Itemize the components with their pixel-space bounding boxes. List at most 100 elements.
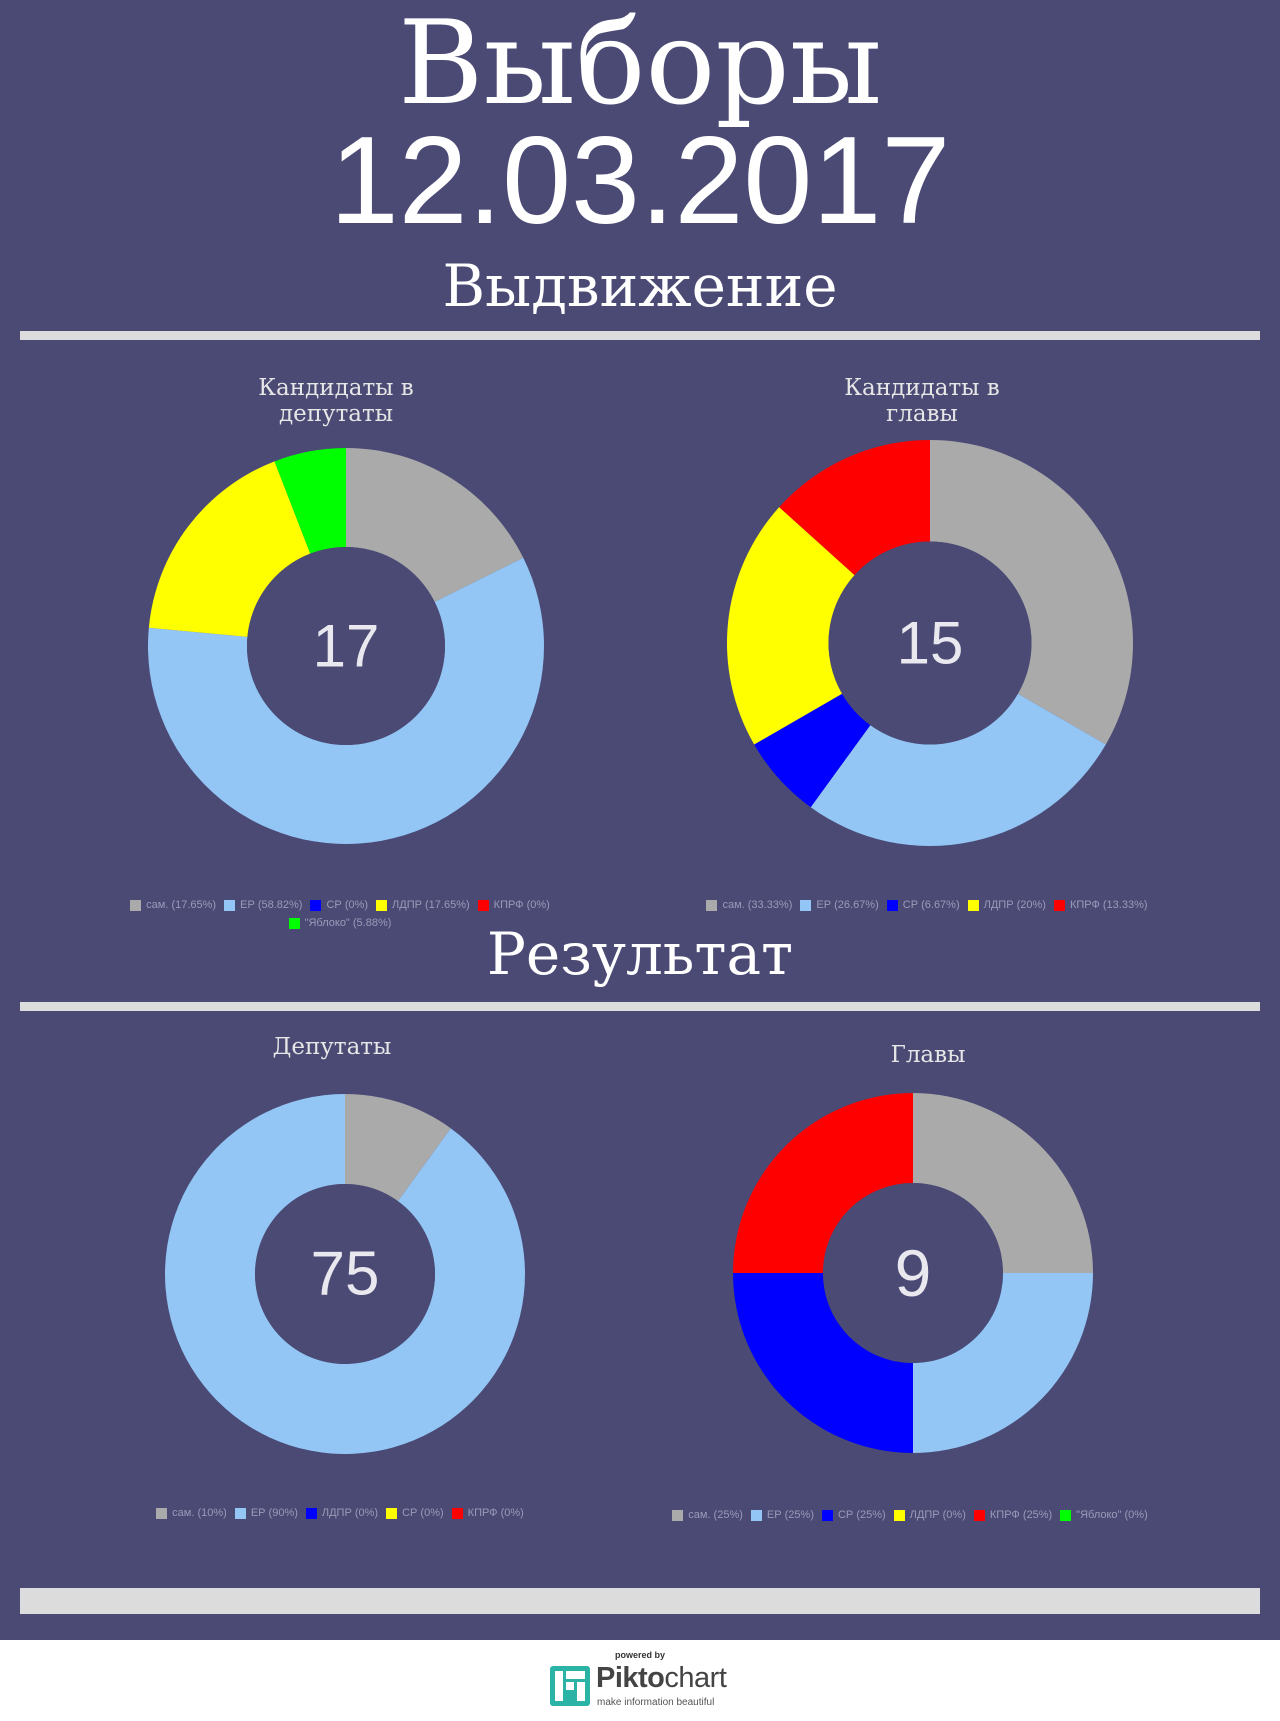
donut-slice[interactable]	[727, 507, 855, 745]
donut-hole	[247, 547, 445, 745]
legend-swatch	[234, 1507, 246, 1519]
donut-slice[interactable]	[148, 461, 311, 637]
donut-slice[interactable]	[733, 1273, 913, 1453]
donut-slice[interactable]	[754, 693, 871, 808]
legend-swatch	[156, 1507, 168, 1519]
donut-slice[interactable]	[345, 1094, 451, 1202]
section-title-nomination: Выдвижение	[442, 252, 838, 320]
legend-swatch	[1053, 899, 1065, 911]
legend-label: ЛДПР (0%)	[321, 1507, 379, 1519]
legend-heads: сам. (25%) ЕР (25%) СР (25%) ЛДПР (0%) КПРФ …	[640, 1509, 1180, 1527]
legend-item[interactable]: КПРФ (25%)	[973, 1509, 1053, 1521]
legend-item[interactable]: сам. (33.33%)	[706, 899, 792, 911]
legend-item[interactable]: ЛДПР (20%)	[967, 899, 1046, 911]
legend-item[interactable]: СР (25%)	[821, 1509, 886, 1521]
legend-item[interactable]: КПРФ (0%)	[477, 899, 550, 911]
chart-title-candidates-heads: Кандидаты в главы	[742, 375, 1102, 428]
donut-slice[interactable]	[779, 440, 930, 576]
brand-bold: Pikto	[596, 1662, 665, 1694]
legend-item[interactable]: СР (6.67%)	[886, 899, 960, 911]
donut-center-count: 15	[897, 610, 964, 677]
legend-label: ЕР (58.82%)	[240, 899, 303, 911]
legend-label: сам. (33.33%)	[722, 899, 793, 911]
powered-by-label: powered by	[614, 1650, 665, 1660]
legend-label: "Яблоко" (5.88%)	[304, 917, 392, 929]
legend-item[interactable]: сам. (10%)	[156, 1507, 227, 1519]
brand-light: chart	[664, 1662, 727, 1694]
chart-title-line: Главы	[890, 1042, 966, 1068]
donut-slice[interactable]	[164, 1094, 525, 1454]
election-date: 12.03.2017	[329, 112, 951, 250]
divider-result	[20, 1002, 1260, 1011]
legend-candidates-heads: сам. (33.33%) ЕР (26.67%) СР (6.67%) ЛДПР (…	[672, 899, 1182, 917]
legend-item[interactable]: ЕР (25%)	[750, 1509, 814, 1521]
legend-item[interactable]: "Яблоко" (5.88%)	[288, 917, 392, 929]
chart-title-line: Кандидаты в	[844, 375, 1000, 401]
page-title: Выборы	[398, 0, 882, 131]
legend-label: СР (0%)	[326, 899, 369, 911]
piktochart-brand[interactable]: Piktochart	[596, 1662, 727, 1695]
legend-item[interactable]: сам. (25%)	[672, 1509, 743, 1521]
donut-center-count: 17	[313, 613, 380, 680]
legend-item[interactable]: ЛДПР (0%)	[893, 1509, 966, 1521]
legend-label: сам. (10%)	[172, 1507, 227, 1519]
legend-item[interactable]: "Яблоко" (0%)	[1060, 1509, 1148, 1521]
legend-item[interactable]: ЕР (58.82%)	[224, 899, 302, 911]
donut-slice[interactable]	[930, 440, 1133, 745]
legend-swatch	[386, 1507, 398, 1519]
chart-title-line: Депутаты	[272, 1034, 392, 1060]
legend-label: сам. (25%)	[688, 1509, 743, 1521]
donut-slice[interactable]	[733, 1093, 913, 1273]
legend-label: КПРФ (13.33%)	[1069, 899, 1148, 911]
legend-label: КПРФ (0%)	[493, 899, 550, 911]
donut-slice[interactable]	[913, 1273, 1093, 1453]
legend-swatch	[967, 899, 979, 911]
legend-item[interactable]: ЕР (26.67%)	[800, 899, 879, 911]
donut-hole	[828, 541, 1032, 745]
chart-title-line: главы	[886, 401, 958, 428]
legend-item[interactable]: ЛДПР (17.65%)	[376, 899, 470, 911]
donut-slice[interactable]	[274, 448, 346, 554]
legend-item[interactable]: КПРФ (13.33%)	[1053, 899, 1148, 911]
legend-swatch	[451, 1507, 463, 1519]
legend-label: ЛДПР (20%)	[983, 899, 1046, 911]
legend-item[interactable]: СР (0%)	[310, 899, 368, 911]
legend-item[interactable]: ЛДПР (0%)	[305, 1507, 379, 1519]
legend-item[interactable]: ЕР (90%)	[234, 1507, 298, 1519]
legend-label: СР (0%)	[402, 1507, 444, 1519]
legend-label: ЛДПР (17.65%)	[392, 899, 470, 911]
legend-label: "Яблоко" (0%)	[1076, 1509, 1148, 1521]
legend-swatch	[477, 899, 489, 911]
legend-item[interactable]: СР (0%)	[386, 1507, 444, 1519]
legend-swatch	[750, 1509, 762, 1521]
legend-label: ЕР (90%)	[250, 1507, 298, 1519]
donut-slice[interactable]	[913, 1093, 1093, 1273]
piktochart-logo-icon[interactable]	[550, 1666, 590, 1706]
chart-title-candidates-deputies: Кандидаты в депутаты	[156, 375, 516, 428]
legend-item[interactable]: КПРФ (0%)	[451, 1507, 524, 1519]
legend-swatch	[224, 899, 236, 911]
legend-swatch	[1060, 1509, 1072, 1521]
donut-chart-candidates-deputies: 17	[147, 448, 544, 844]
donut-chart-heads: 9	[733, 1093, 1093, 1453]
legend-swatch	[886, 899, 898, 911]
legend-deputies: сам. (10%) ЕР (90%) ЛДПР (0%) СР (0%) КПРФ (…	[100, 1507, 580, 1525]
footer: powered by Piktochart make information b…	[0, 1640, 1280, 1721]
legend-swatch	[800, 899, 812, 911]
bottom-band	[20, 1588, 1260, 1614]
section-title-result: Результат	[486, 920, 794, 988]
legend-swatch	[706, 899, 718, 911]
legend-label: КПРФ (25%)	[989, 1509, 1053, 1521]
chart-title-heads: Главы	[748, 1042, 1108, 1068]
legend-swatch	[130, 899, 142, 911]
donut-slice[interactable]	[810, 693, 1106, 846]
donut-center-count: 75	[311, 1240, 380, 1309]
legend-swatch	[376, 899, 388, 911]
divider-nomination	[20, 331, 1260, 340]
donut-hole	[255, 1184, 435, 1364]
donut-slice[interactable]	[346, 448, 524, 602]
donut-chart-deputies: 75	[164, 1094, 525, 1454]
legend-item[interactable]: сам. (17.65%)	[130, 899, 216, 911]
donut-slice[interactable]	[147, 557, 544, 844]
legend-label: ЕР (25%)	[766, 1509, 814, 1521]
